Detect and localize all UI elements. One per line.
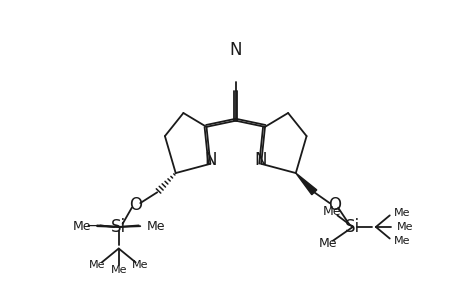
Text: O: O bbox=[129, 196, 142, 214]
Text: O: O bbox=[327, 196, 340, 214]
Text: Me: Me bbox=[393, 236, 410, 246]
Text: Me: Me bbox=[73, 220, 91, 233]
Text: Me: Me bbox=[393, 208, 410, 218]
Text: Me: Me bbox=[146, 220, 165, 233]
Text: Si: Si bbox=[344, 218, 359, 236]
Text: Me: Me bbox=[396, 222, 412, 232]
Text: N: N bbox=[253, 151, 266, 169]
Text: N: N bbox=[229, 41, 241, 59]
Text: Si: Si bbox=[111, 218, 126, 236]
Text: N: N bbox=[204, 151, 217, 169]
Text: Me: Me bbox=[322, 205, 341, 218]
Polygon shape bbox=[295, 173, 316, 195]
Text: Me: Me bbox=[89, 260, 105, 271]
Text: Me: Me bbox=[132, 260, 148, 271]
Text: Me: Me bbox=[110, 265, 127, 275]
Text: —: — bbox=[86, 218, 101, 233]
Text: Me: Me bbox=[318, 237, 336, 250]
